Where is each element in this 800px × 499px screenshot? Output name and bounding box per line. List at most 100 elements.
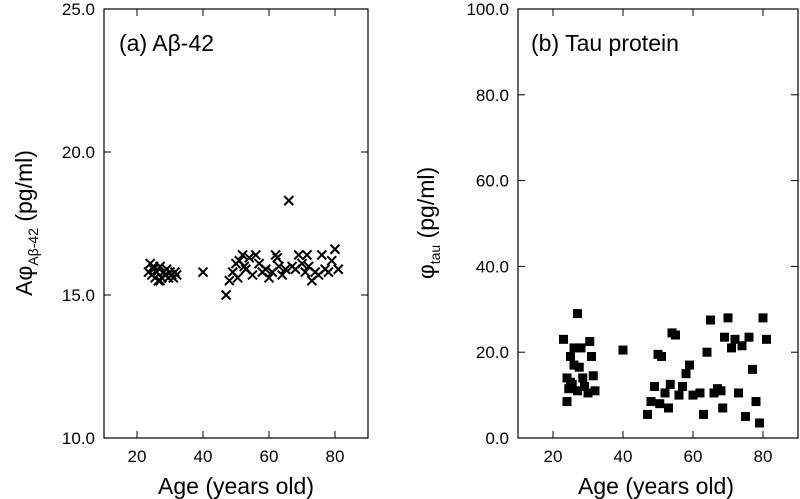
y-tick-label: 20.0	[476, 343, 509, 362]
square-marker-point	[643, 409, 652, 419]
square-marker-point	[727, 343, 736, 353]
square-marker-point	[718, 403, 728, 413]
panel-b-markers	[559, 309, 771, 428]
x-marker-point	[326, 255, 337, 266]
panel-b-y-axis-label-suffix: (pg/ml)	[413, 167, 439, 245]
y-tick-label: 60.0	[476, 172, 509, 191]
square-marker-point	[578, 373, 588, 383]
panel-a-y-axis-label-subscript: Aβ-42	[25, 228, 41, 266]
panel-a-x-axis-label: Age (years old)	[158, 473, 314, 499]
x-marker-point	[224, 275, 235, 286]
x-tick-label: 80	[754, 447, 773, 466]
square-marker-point	[674, 390, 684, 400]
x-marker-point	[243, 252, 255, 264]
square-marker-point	[590, 386, 600, 396]
panel-b-y-axis-label: φtau (pg/ml)	[413, 167, 443, 279]
square-marker-point	[569, 343, 579, 353]
x-tick-label: 20	[128, 447, 147, 466]
panel-a-label: (a) Aβ-42	[119, 30, 214, 56]
square-marker-point	[587, 351, 596, 361]
x-marker-point	[171, 269, 182, 281]
x-tick-label: 40	[194, 447, 213, 466]
x-marker-point	[247, 269, 258, 281]
square-marker-point	[664, 403, 673, 413]
x-tick-label: 60	[260, 447, 279, 466]
square-marker-point	[730, 334, 740, 344]
y-tick-label: 10.0	[62, 429, 95, 448]
y-tick-label: 15.0	[62, 286, 95, 305]
x-tick-label: 80	[326, 447, 345, 466]
x-marker-point	[316, 249, 328, 261]
x-marker-point	[280, 264, 291, 275]
y-tick-label: 80.0	[476, 86, 509, 105]
x-marker-point	[329, 244, 341, 255]
x-marker-point	[250, 249, 262, 261]
x-marker-point	[154, 275, 166, 286]
square-marker-point	[681, 369, 691, 379]
y-tick-label: 40.0	[476, 257, 509, 276]
x-marker-point	[273, 261, 285, 272]
x-marker-point	[260, 264, 271, 275]
x-tick-label: 20	[544, 447, 563, 466]
square-marker-point	[748, 364, 757, 374]
square-marker-point	[734, 388, 743, 398]
panel-b-x-axis-label: Age (years old)	[578, 473, 734, 499]
square-marker-point	[720, 332, 729, 342]
x-marker-point	[237, 249, 248, 261]
y-tick-label: 25.0	[62, 0, 95, 19]
x-marker-point	[263, 272, 275, 284]
square-marker-point	[657, 351, 666, 361]
y-tick-label: 100.0	[466, 0, 509, 19]
x-marker-point	[232, 272, 243, 284]
x-marker-point	[296, 258, 308, 269]
square-marker-point	[702, 347, 712, 357]
panel-a-y-axis-label-prefix: Aφ	[11, 266, 37, 296]
panel-a-y-axis-label: AφAβ-42 (pg/ml)	[11, 150, 41, 296]
square-marker-point	[751, 397, 761, 407]
square-marker-point	[574, 362, 584, 372]
x-marker-point	[300, 266, 311, 278]
square-marker-point	[685, 360, 694, 370]
square-marker-point	[573, 309, 582, 319]
square-marker-point	[660, 388, 670, 398]
square-marker-point	[583, 388, 593, 398]
x-marker-point	[197, 266, 209, 278]
x-marker-point	[323, 266, 334, 278]
x-marker-point	[293, 249, 304, 261]
square-marker-point	[566, 377, 575, 387]
panel-b-x-ticks: 20 40 60 80	[544, 9, 773, 466]
square-marker-point	[665, 379, 675, 389]
square-marker-point	[699, 409, 708, 419]
x-marker-point	[301, 249, 313, 261]
x-tick-label: 40	[614, 447, 633, 466]
square-marker-point	[706, 315, 715, 325]
x-marker-point	[220, 289, 232, 301]
square-marker-point	[576, 343, 586, 353]
panel-a: (a) Aβ-42 20 40 60 80 10.0 15.0 20.0 25.0 Age …	[11, 0, 369, 499]
square-marker-point	[688, 390, 698, 400]
square-marker-point	[566, 351, 575, 361]
x-marker-point	[148, 261, 159, 272]
square-marker-point	[618, 345, 628, 355]
x-marker-point	[283, 195, 295, 206]
square-marker-point	[580, 382, 589, 392]
panel-b-y-axis-label-prefix: φ	[413, 264, 439, 279]
panel-b-y-ticks: 0.0 20.0 40.0 60.0 80.0 100.0	[466, 0, 798, 448]
square-marker-point	[559, 334, 568, 344]
panel-b-label: (b) Tau protein	[531, 30, 679, 56]
square-marker-point	[646, 397, 656, 407]
square-marker-point	[573, 386, 582, 396]
panel-a-markers	[143, 195, 344, 301]
x-marker-point	[272, 252, 283, 264]
square-marker-point	[716, 386, 726, 396]
square-marker-point	[758, 313, 768, 323]
panel-a-plot-frame	[103, 8, 369, 439]
square-marker-point	[562, 397, 572, 407]
square-marker-point	[737, 341, 747, 351]
panel-a-x-ticks: 20 40 60 80	[128, 9, 345, 466]
x-tick-label: 60	[684, 447, 703, 466]
panel-b-plot-frame	[517, 8, 799, 439]
square-marker-point	[723, 313, 733, 323]
square-marker-point	[650, 382, 659, 392]
square-marker-point	[744, 332, 754, 342]
